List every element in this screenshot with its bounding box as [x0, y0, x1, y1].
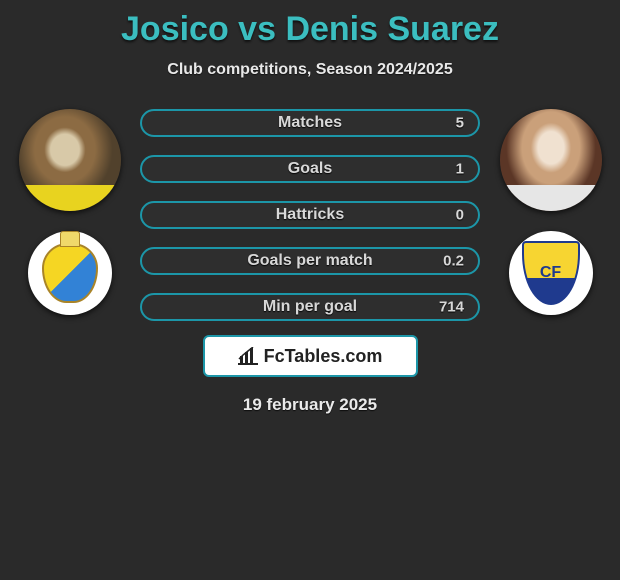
- stat-right-value: 0: [456, 207, 464, 224]
- stat-label: Goals: [288, 160, 332, 178]
- stat-right-value: 1: [456, 161, 464, 178]
- stat-bar-min-per-goal: Min per goal 714: [140, 293, 480, 321]
- las-palmas-crest-icon: [42, 243, 98, 303]
- stats-column: Matches 5 Goals 1 Hattricks 0 Goals per …: [140, 109, 480, 321]
- subtitle: Club competitions, Season 2024/2025: [10, 61, 610, 79]
- right-column: CF: [498, 109, 603, 315]
- club-right-badge: CF: [509, 231, 593, 315]
- stat-right-value: 5: [456, 115, 464, 132]
- main-row: Matches 5 Goals 1 Hattricks 0 Goals per …: [10, 109, 610, 321]
- date-label: 19 february 2025: [10, 395, 610, 415]
- brand-box[interactable]: FcTables.com: [203, 335, 418, 377]
- player-left-avatar: [19, 109, 121, 211]
- stat-right-value: 714: [439, 299, 464, 316]
- villarreal-crest-icon: CF: [522, 241, 580, 305]
- stat-label: Hattricks: [276, 206, 344, 224]
- left-column: [17, 109, 122, 315]
- stat-label: Goals per match: [247, 252, 372, 270]
- comparison-card: Josico vs Denis Suarez Club competitions…: [0, 0, 620, 415]
- stat-bar-hattricks: Hattricks 0: [140, 201, 480, 229]
- stat-right-value: 0.2: [443, 253, 464, 270]
- stat-bar-goals: Goals 1: [140, 155, 480, 183]
- stat-bar-goals-per-match: Goals per match 0.2: [140, 247, 480, 275]
- page-title: Josico vs Denis Suarez: [10, 10, 610, 49]
- player-right-avatar: [500, 109, 602, 211]
- stat-label: Min per goal: [263, 298, 357, 316]
- chart-icon: [238, 347, 258, 365]
- club-left-badge: [28, 231, 112, 315]
- stat-label: Matches: [278, 114, 342, 132]
- stat-bar-matches: Matches 5: [140, 109, 480, 137]
- brand-text: FcTables.com: [264, 346, 383, 367]
